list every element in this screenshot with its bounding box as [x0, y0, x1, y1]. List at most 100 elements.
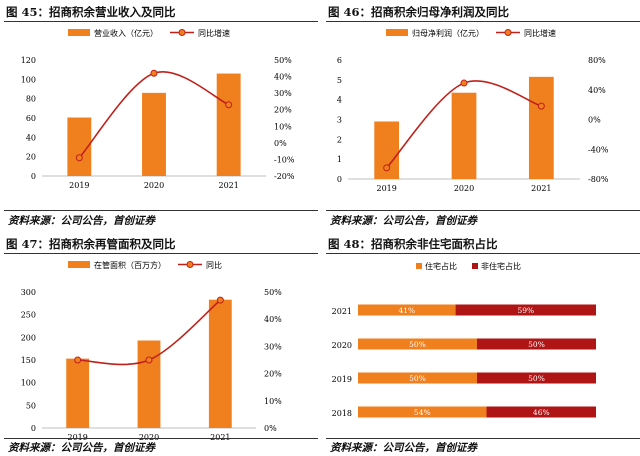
right-axis-tick-label: 30%: [274, 89, 292, 98]
title-rule: [4, 21, 318, 22]
category-label: 2018: [332, 409, 352, 418]
bar: [208, 299, 232, 428]
x-axis-tick-label: 2021: [218, 181, 238, 190]
chart-nonresidential-share: 住宅占比 非住宅占比 2021 41% 59% 2020 50% 50% 2019 50% 50% 2…: [332, 261, 596, 418]
bar: [66, 358, 90, 428]
legend-swatch-nonresidential: [472, 263, 478, 269]
right-axis-tick-label: 50%: [264, 288, 282, 297]
figure-title: 图 48：招商积余非住宅面积占比: [328, 237, 498, 251]
line-point: [383, 164, 391, 172]
legend-marker-yoy: [178, 29, 186, 36]
bar-nonresidential: [477, 338, 596, 350]
title-rule: [4, 253, 318, 254]
x-axis-tick-label: 2019: [376, 184, 396, 193]
left-axis-tick-label: 150: [21, 356, 36, 365]
bar-nonresidential: [486, 406, 596, 418]
legend-label-bar: 在管面积（百万方）: [94, 260, 166, 270]
right-axis-tick-label: 20%: [274, 106, 292, 115]
x-axis-tick-label: 2020: [139, 433, 159, 440]
right-axis-tick-label: 20%: [264, 370, 282, 379]
legend-label-bar: 营业收入（亿元）: [94, 28, 158, 38]
legend-label-yoy: 同比增速: [524, 28, 556, 38]
left-axis-tick-label: 1: [337, 155, 342, 164]
left-axis-tick-label: 5: [337, 76, 342, 85]
legend-marker-yoy: [504, 29, 512, 36]
left-axis-tick-label: 0: [31, 172, 36, 181]
x-axis-tick-label: 2021: [531, 184, 551, 193]
title-rule: [326, 253, 640, 254]
bar: [142, 92, 166, 176]
data-label-residential: 50%: [409, 340, 426, 349]
bar-nonresidential: [455, 304, 596, 316]
right-axis-tick-label: 40%: [264, 315, 282, 324]
right-axis-tick-label: -20%: [274, 172, 295, 181]
right-axis-tick-label: 40%: [274, 73, 292, 82]
legend-label-yoy: 同比: [206, 260, 222, 270]
line-point: [75, 154, 83, 162]
right-axis-tick-label: 30%: [264, 342, 282, 351]
right-axis-tick-label: 80%: [588, 56, 606, 65]
left-axis-tick-label: 80: [26, 95, 36, 104]
legend-swatch-bar: [68, 29, 90, 36]
line-point: [74, 356, 82, 364]
left-axis-tick-label: 6: [337, 56, 342, 65]
left-axis-tick-label: 100: [21, 75, 36, 84]
left-axis-tick-label: 60: [26, 114, 36, 123]
left-axis-tick-label: 200: [21, 333, 36, 342]
title-rule: [326, 21, 640, 22]
x-axis-tick-label: 2021: [210, 433, 230, 440]
line-point: [216, 296, 224, 304]
line-point: [537, 102, 545, 110]
left-axis-tick-label: 0: [31, 424, 36, 433]
right-axis-tick-label: -80%: [588, 175, 609, 184]
right-axis-tick-label: 50%: [274, 56, 292, 65]
data-label-residential: 54%: [414, 408, 431, 417]
right-axis-tick-label: 0%: [274, 139, 287, 148]
category-label: 2021: [332, 307, 352, 316]
right-axis-tick-label: 40%: [588, 86, 606, 95]
x-axis-tick-label: 2020: [144, 181, 164, 190]
chart-managed-area: 在管面积（百万方） 同比 0 50 100 150 200 250 300 0% 10% 20% 30%…: [21, 260, 282, 440]
data-label-nonresidential: 59%: [517, 306, 534, 315]
source-rule: [4, 438, 318, 439]
line-point: [225, 101, 233, 109]
source-note: 资料来源：公司公告，首创证券: [330, 215, 477, 227]
figure-title: 图 45：招商积余营业收入及同比: [6, 5, 176, 19]
source-note: 资料来源：公司公告，首创证券: [8, 215, 155, 227]
figure-title: 图 47：招商积余再管面积及同比: [6, 237, 176, 251]
data-label-nonresidential: 50%: [528, 374, 545, 383]
figure-title: 图 46：招商积余归母净利润及同比: [328, 5, 510, 19]
category-label: 2020: [332, 341, 352, 350]
x-axis-tick-label: 2020: [454, 184, 474, 193]
left-axis-tick-label: 2: [337, 135, 342, 144]
line-point: [150, 69, 158, 77]
right-axis-tick-label: 10%: [264, 397, 282, 406]
legend-label-nonresidential: 非住宅占比: [481, 261, 521, 271]
left-axis-tick-label: 50: [26, 401, 36, 410]
data-label-residential: 50%: [409, 374, 426, 383]
left-axis-tick-label: 3: [337, 116, 342, 125]
source-rule: [326, 210, 640, 211]
source-rule: [326, 438, 640, 439]
left-axis-tick-label: 100: [21, 379, 36, 388]
left-axis-tick-label: 20: [26, 153, 36, 162]
bar: [137, 340, 161, 428]
bar: [67, 117, 92, 176]
left-axis-tick-label: 40: [26, 133, 36, 142]
left-axis-tick-label: 300: [21, 288, 36, 297]
legend-marker-yoy: [186, 261, 194, 268]
bar: [528, 76, 554, 179]
right-axis-tick-label: 0%: [588, 116, 601, 125]
bar-residential: [358, 406, 487, 418]
legend-swatch-residential: [416, 263, 422, 269]
source-rule: [4, 210, 318, 211]
right-axis-tick-label: 0%: [264, 424, 277, 433]
line-point: [145, 356, 153, 364]
left-axis-tick-label: 250: [21, 311, 36, 320]
source-note: 资料来源：公司公告，首创证券: [8, 442, 155, 454]
right-axis-tick-label: 10%: [274, 122, 292, 131]
legend-label-yoy: 同比增速: [198, 28, 230, 38]
bar: [451, 92, 477, 179]
bar: [216, 73, 241, 176]
left-axis-tick-label: 4: [337, 96, 342, 105]
